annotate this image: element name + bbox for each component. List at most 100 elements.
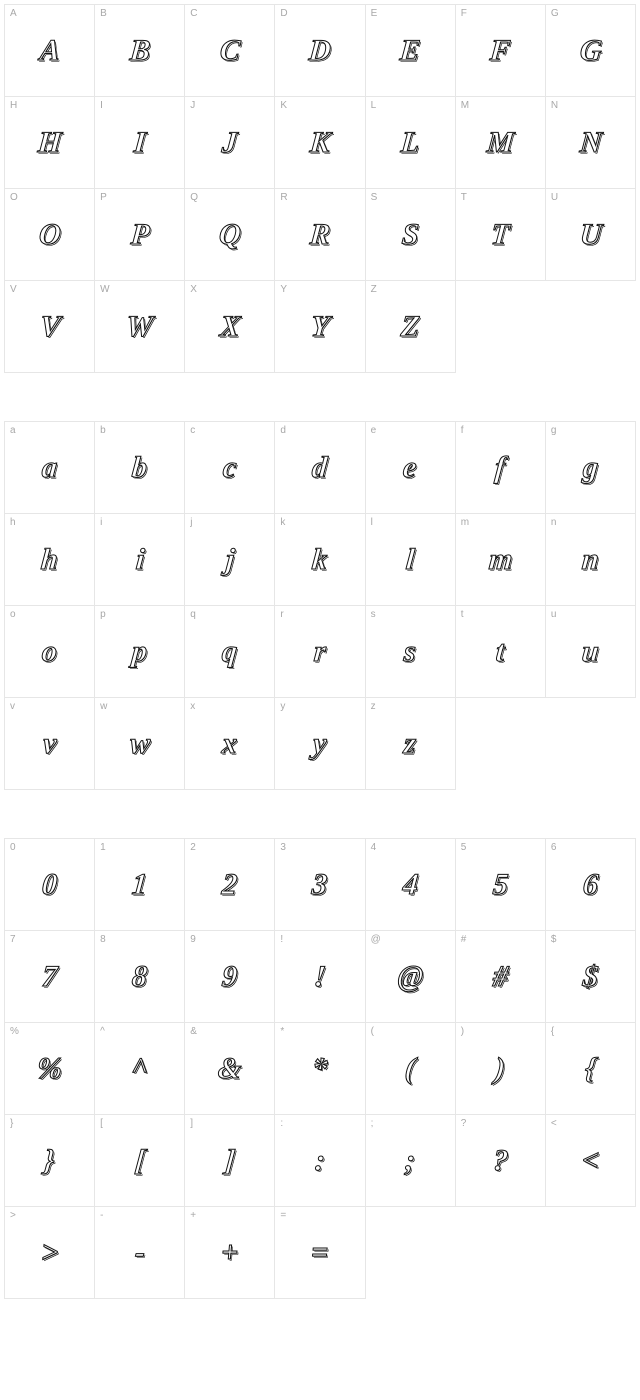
glyph-display: # [491,960,509,994]
glyph-cell: [[ [95,1115,185,1207]
glyph-cell: ?? [456,1115,546,1207]
glyph-label: k [280,517,285,528]
glyph-cell: JJ [185,97,275,189]
glyph-cell: MM [456,97,546,189]
glyph-cell: 88 [95,931,185,1023]
glyph-display: q [221,635,239,669]
glyph-display: p [131,635,149,669]
glyph-cell: QQ [185,189,275,281]
glyph-cell: BB [95,5,185,97]
glyph-display: h [40,543,60,577]
glyph-label: = [280,1210,286,1221]
glyph-display: g [581,451,599,485]
glyph-label: + [190,1210,196,1221]
glyph-display: i [134,543,145,577]
glyph-cell: !! [275,931,365,1023]
glyph-cell: ff [456,422,546,514]
glyph-cell: gg [546,422,636,514]
glyph-label: d [280,425,286,436]
empty-cell [456,281,546,373]
glyph-cell: PP [95,189,185,281]
glyph-label: t [461,609,464,620]
glyph-display: H [36,126,62,160]
empty-cell [546,1207,636,1299]
glyph-label: 0 [10,842,16,853]
glyph-display: M [485,126,515,160]
glyph-label: D [280,8,287,19]
glyph-cell: ++ [185,1207,275,1299]
glyph-label: E [371,8,378,19]
glyph-cell: yy [275,698,365,790]
glyph-label: i [100,517,102,528]
glyph-cell: 66 [546,839,636,931]
glyph-label: W [100,284,109,295]
glyph-label: o [10,609,16,620]
glyph-cell: ww [95,698,185,790]
glyph-label: $ [551,934,557,945]
glyph-label: < [551,1118,557,1129]
glyph-label: e [371,425,377,436]
glyph-cell: && [185,1023,275,1115]
glyph-label: 9 [190,934,196,945]
glyph-label: f [461,425,464,436]
glyph-cell: kk [275,514,365,606]
glyph-cell: AA [5,5,95,97]
glyph-cell: HH [5,97,95,189]
glyph-cell: ss [366,606,456,698]
glyph-label: Y [280,284,287,295]
glyph-display: D [308,34,333,68]
glyph-cell: VV [5,281,95,373]
glyph-cell: 00 [5,839,95,931]
glyph-display: K [308,126,331,160]
glyph-display: J [221,126,239,160]
glyph-cell: xx [185,698,275,790]
glyph-cell: 22 [185,839,275,931]
glyph-display: n [581,543,601,577]
glyph-cell: {{ [546,1023,636,1115]
glyph-label: y [280,701,285,712]
glyph-display: s [403,635,418,669]
glyph-display: > [40,1236,60,1270]
glyph-label: p [100,609,106,620]
glyph-label: g [551,425,557,436]
glyph-cell: uu [546,606,636,698]
glyph-label: - [100,1210,103,1221]
glyph-cell: :: [275,1115,365,1207]
glyph-display: S [400,218,420,252]
glyph-display: E [399,34,422,68]
glyph-label: ( [371,1026,374,1037]
glyph-display: A [38,34,61,68]
glyph-display: b [131,451,149,485]
glyph-display: w [128,727,151,761]
glyph-label: M [461,100,469,111]
glyph-label: 5 [461,842,467,853]
glyph-display: B [128,34,151,68]
glyph-display: L [399,126,420,160]
glyph-cell: >> [5,1207,95,1299]
glyph-label: v [10,701,15,712]
glyph-label: Z [371,284,377,295]
glyph-cell: UU [546,189,636,281]
glyph-label: # [461,934,467,945]
glyph-display: - [133,1236,146,1270]
glyph-display: % [36,1052,64,1086]
glyph-display: 3 [311,868,329,902]
glyph-display: U [578,218,603,252]
empty-cell [546,281,636,373]
glyph-display: a [41,451,59,485]
glyph-label: u [551,609,557,620]
glyph-cell: aa [5,422,95,514]
glyph-display: I [132,126,147,160]
glyph-cell: 55 [456,839,546,931]
glyph-label: ^ [100,1026,105,1037]
glyph-label: s [371,609,376,620]
glyph-display: G [578,34,603,68]
glyph-label: h [10,517,16,528]
glyph-display: ) [494,1052,507,1086]
glyph-cell: SS [366,189,456,281]
section-digits-symbols: 00112233445566778899!!@@##$$%%^^&&**(())… [4,838,636,1299]
glyph-label: G [551,8,559,19]
glyph-display: : [313,1144,326,1178]
glyph-label: F [461,8,467,19]
glyph-cell: ll [366,514,456,606]
